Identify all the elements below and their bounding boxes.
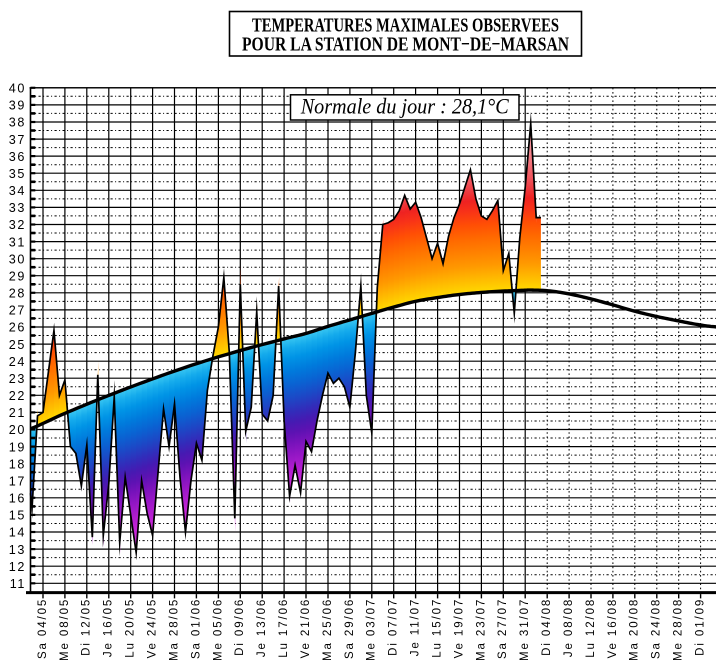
svg-text:26: 26 (9, 321, 26, 335)
svg-text:Sa 01/06: Sa 01/06 (190, 598, 202, 659)
svg-text:Sa 29/06: Sa 29/06 (344, 598, 356, 659)
svg-text:Je 13/06: Je 13/06 (256, 598, 268, 657)
svg-text:17: 17 (9, 475, 26, 489)
svg-text:27: 27 (9, 304, 26, 318)
svg-text:Ve 16/08: Ve 16/08 (607, 598, 619, 659)
svg-text:Di 09/06: Di 09/06 (234, 598, 246, 656)
svg-text:Je 08/08: Je 08/08 (563, 598, 575, 657)
svg-text:38: 38 (9, 116, 26, 130)
svg-text:33: 33 (9, 201, 26, 215)
svg-text:POUR LA STATION DE MONT−DE−MAR: POUR LA STATION DE MONT−DE−MARSAN (242, 34, 569, 56)
svg-text:Ma 20/08: Ma 20/08 (629, 598, 641, 661)
svg-text:20: 20 (9, 423, 26, 437)
svg-text:31: 31 (9, 235, 26, 249)
svg-text:36: 36 (9, 150, 26, 164)
svg-text:23: 23 (9, 372, 26, 386)
svg-text:21: 21 (9, 406, 26, 420)
svg-text:22: 22 (9, 389, 26, 403)
svg-text:Me 05/06: Me 05/06 (212, 598, 224, 661)
svg-text:Di 04/08: Di 04/08 (541, 598, 553, 656)
svg-text:37: 37 (9, 133, 26, 147)
svg-text:39: 39 (9, 99, 26, 113)
svg-text:18: 18 (9, 457, 26, 471)
svg-text:Ve 24/05: Ve 24/05 (147, 598, 159, 659)
svg-text:Ma 23/07: Ma 23/07 (475, 598, 487, 661)
svg-text:15: 15 (9, 509, 26, 523)
svg-text:12: 12 (9, 560, 26, 574)
svg-text:Sa 24/08: Sa 24/08 (651, 598, 663, 659)
svg-text:Lu 17/06: Lu 17/06 (278, 598, 290, 658)
svg-text:25: 25 (9, 338, 26, 352)
svg-text:Di 01/09: Di 01/09 (695, 598, 707, 656)
svg-text:Je 16/05: Je 16/05 (103, 598, 115, 657)
svg-text:40: 40 (9, 82, 26, 96)
svg-text:34: 34 (9, 184, 26, 198)
svg-text:Di 12/05: Di 12/05 (81, 598, 93, 656)
svg-text:14: 14 (9, 526, 26, 540)
svg-text:Sa 04/05: Sa 04/05 (37, 598, 49, 659)
svg-text:Me 03/07: Me 03/07 (366, 598, 378, 661)
svg-text:29: 29 (9, 269, 26, 283)
svg-text:30: 30 (9, 252, 26, 266)
svg-text:Ve 19/07: Ve 19/07 (453, 598, 465, 659)
svg-text:Lu 15/07: Lu 15/07 (432, 598, 444, 658)
svg-text:Me 28/08: Me 28/08 (673, 598, 685, 661)
svg-text:Ma 25/06: Ma 25/06 (322, 598, 334, 661)
svg-text:Je 11/07: Je 11/07 (410, 598, 422, 656)
svg-text:Normale du jour : 28,1°C: Normale du jour : 28,1°C (300, 94, 509, 119)
svg-text:32: 32 (9, 218, 26, 232)
svg-text:Me 08/05: Me 08/05 (59, 598, 71, 661)
svg-text:Me 31/07: Me 31/07 (519, 598, 531, 661)
svg-text:Sa 27/07: Sa 27/07 (497, 598, 509, 659)
svg-text:Ve 21/06: Ve 21/06 (300, 598, 312, 659)
svg-text:Ma 28/05: Ma 28/05 (168, 598, 180, 661)
svg-text:11: 11 (10, 577, 26, 591)
svg-text:Lu 12/08: Lu 12/08 (585, 598, 597, 658)
svg-text:Di 07/07: Di 07/07 (388, 598, 400, 656)
svg-text:35: 35 (9, 167, 26, 181)
svg-text:28: 28 (9, 287, 26, 301)
svg-text:13: 13 (9, 543, 26, 557)
svg-text:TEMPERATURES MAXIMALES OBSERVE: TEMPERATURES MAXIMALES OBSERVEES (252, 15, 559, 37)
svg-text:Lu 20/05: Lu 20/05 (125, 598, 137, 658)
svg-text:16: 16 (9, 492, 26, 506)
svg-text:19: 19 (9, 440, 26, 454)
svg-text:24: 24 (9, 355, 26, 369)
